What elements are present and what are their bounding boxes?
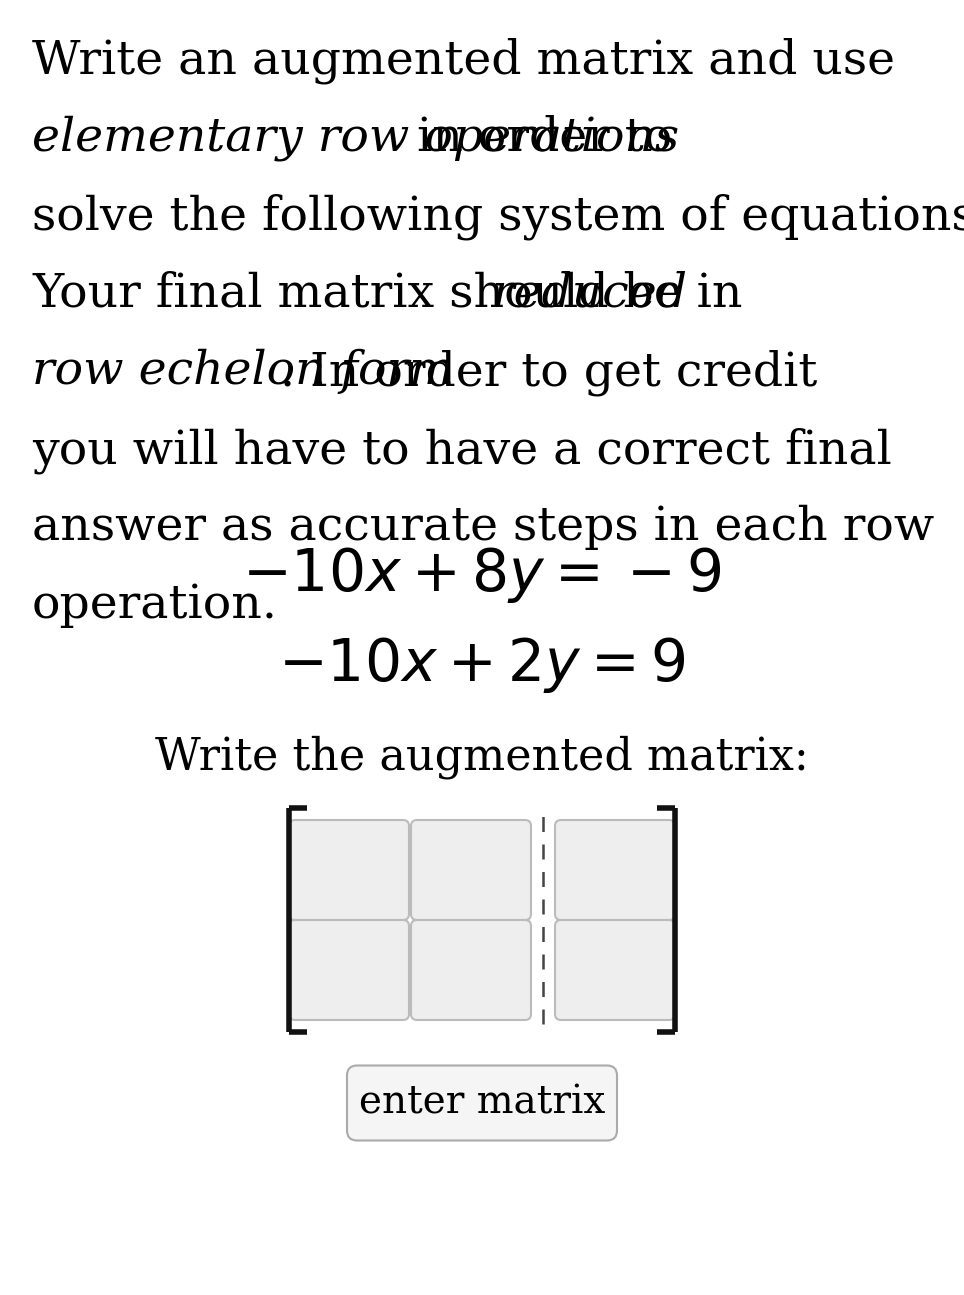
FancyBboxPatch shape [289, 820, 409, 919]
FancyBboxPatch shape [411, 919, 531, 1020]
Text: Write the augmented matrix:: Write the augmented matrix: [155, 736, 809, 778]
Text: row echelon form: row echelon form [32, 348, 454, 394]
FancyBboxPatch shape [555, 820, 675, 919]
Text: reduced: reduced [492, 271, 688, 316]
Text: answer as accurate steps in each row: answer as accurate steps in each row [32, 505, 934, 550]
Text: operation.: operation. [32, 583, 278, 628]
Text: Your final matrix should be in: Your final matrix should be in [32, 271, 758, 316]
Text: . In order to get credit: . In order to get credit [280, 348, 817, 395]
Text: Write an augmented matrix and use: Write an augmented matrix and use [32, 38, 895, 83]
FancyBboxPatch shape [411, 820, 531, 919]
FancyBboxPatch shape [347, 1066, 617, 1141]
Text: $-10x+2y = 9$: $-10x+2y = 9$ [279, 635, 685, 695]
FancyBboxPatch shape [289, 919, 409, 1020]
Text: in order to: in order to [402, 115, 672, 161]
Text: solve the following system of equations.: solve the following system of equations. [32, 193, 964, 240]
Text: $-10x+8y = -9$: $-10x+8y = -9$ [242, 545, 722, 605]
Text: elementary row operations: elementary row operations [32, 115, 679, 161]
FancyBboxPatch shape [555, 919, 675, 1020]
Text: enter matrix: enter matrix [359, 1084, 605, 1121]
Text: you will have to have a correct final: you will have to have a correct final [32, 427, 892, 474]
